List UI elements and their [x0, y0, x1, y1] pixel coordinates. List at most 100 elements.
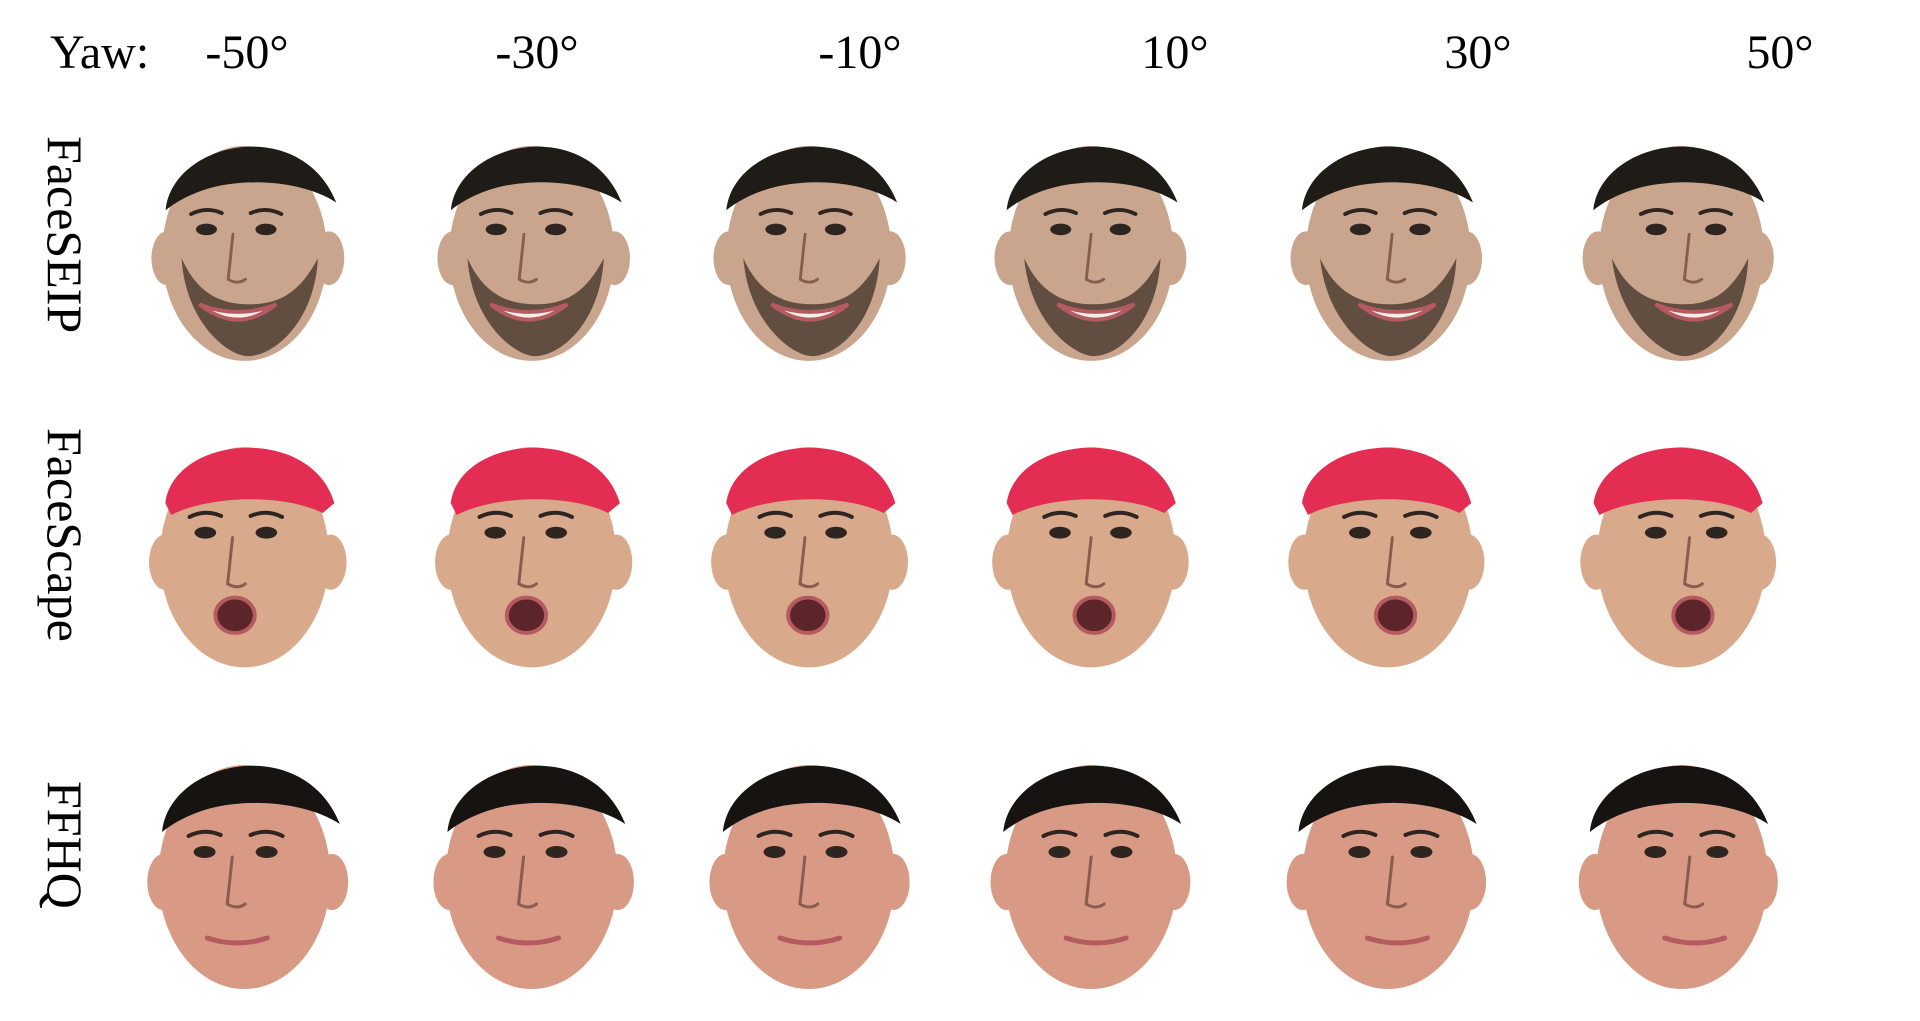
left-ear [1288, 534, 1320, 590]
right-eye [545, 526, 568, 539]
left-eye [1644, 526, 1667, 539]
pink-cap [1593, 447, 1763, 515]
right-ear [315, 534, 347, 590]
right-ear [1745, 854, 1778, 910]
nose [798, 855, 820, 909]
left-eyebrow [1343, 208, 1378, 216]
right-eyebrow [248, 829, 285, 838]
pink-cap [726, 447, 896, 515]
left-ear [711, 534, 743, 590]
beard [1024, 258, 1161, 357]
face-image-row-1-yaw-30 [1270, 95, 1500, 383]
hair [1593, 146, 1765, 211]
open-mouth [1373, 595, 1418, 635]
left-eyebrow [187, 510, 224, 519]
left-ear [1578, 854, 1611, 910]
pink-cap [165, 447, 335, 515]
open-mouth [786, 595, 830, 635]
nose [226, 536, 247, 589]
right-ear [1454, 854, 1487, 910]
row-label-facescape: FaceScape [37, 428, 93, 642]
face-image-row-3-yaw--10 [695, 712, 925, 1012]
yaw-angle-label-minus-30: -30° [495, 26, 579, 79]
face-illustration [149, 447, 347, 668]
right-eyebrow [538, 829, 575, 838]
face-illustration [1288, 447, 1485, 668]
left-ear [1582, 231, 1614, 286]
right-eyebrow [1698, 208, 1733, 216]
right-eyebrow [1699, 829, 1736, 838]
yaw-angle-label-30: 30° [1444, 26, 1512, 79]
right-eyebrow [1102, 208, 1138, 216]
left-ear [151, 231, 183, 286]
left-eyebrow [478, 208, 514, 216]
yaw-angle-label-minus-10: -10° [818, 26, 902, 79]
neutral-mouth [1063, 935, 1129, 946]
face-image-row-1-yaw-50 [1561, 95, 1791, 383]
left-eyebrow [1638, 208, 1674, 216]
face-image-row-2-yaw-10 [975, 395, 1205, 690]
face-illustration [151, 145, 345, 361]
right-eyebrow [248, 208, 284, 216]
face-image-row-1-yaw--10 [695, 95, 925, 383]
face-illustration [435, 447, 633, 668]
hair [1301, 146, 1474, 211]
left-ear [147, 854, 180, 910]
right-ear [600, 534, 633, 590]
left-eye [485, 223, 507, 236]
left-eyebrow [1042, 510, 1078, 519]
right-eye [1410, 526, 1432, 539]
nose [517, 536, 538, 589]
right-eye [255, 526, 278, 539]
face-illustration [437, 145, 630, 361]
left-eye [195, 223, 217, 236]
face-image-row-1-yaw-10 [975, 95, 1205, 383]
nose [798, 536, 820, 589]
right-eye [1706, 846, 1729, 858]
right-ear [313, 231, 345, 286]
left-ear [713, 231, 745, 286]
hair [1589, 765, 1769, 832]
right-ear [1743, 231, 1774, 286]
left-ear [992, 534, 1024, 590]
right-ear [1155, 231, 1187, 286]
right-eye [825, 846, 848, 858]
neutral-mouth [496, 935, 562, 946]
left-eyebrow [1342, 510, 1378, 519]
right-ear [316, 854, 349, 910]
face-illustration [1578, 765, 1778, 989]
face-illustration [713, 145, 906, 361]
right-eye [255, 846, 278, 858]
left-ear [994, 231, 1026, 286]
row-label-ffhq: FFHQ [37, 781, 93, 909]
nose [1385, 232, 1407, 284]
beard [743, 258, 880, 357]
left-eyebrow [1637, 829, 1674, 838]
right-ear [1452, 534, 1485, 590]
face-skin [445, 765, 618, 989]
right-ear [1158, 854, 1191, 910]
face-skin [1302, 765, 1475, 989]
left-ear [1290, 231, 1322, 286]
hair [726, 146, 898, 211]
left-eye [1048, 846, 1071, 858]
pink-cap [1302, 447, 1472, 515]
face-skin [158, 765, 331, 989]
face-illustration [1582, 145, 1774, 361]
right-eye [1110, 526, 1132, 539]
left-eyebrow [1341, 829, 1378, 838]
right-eyebrow [1402, 208, 1438, 216]
left-eyebrow [758, 208, 794, 216]
right-eye [825, 526, 847, 539]
face-image-row-3-yaw-30 [1270, 712, 1500, 1012]
right-ear [1451, 231, 1483, 286]
hair [162, 765, 340, 832]
left-ear [990, 854, 1023, 910]
left-eye [763, 846, 786, 858]
face-illustration [1286, 765, 1487, 989]
right-eye [824, 223, 847, 236]
left-eyebrow [186, 829, 223, 838]
right-eye [1110, 846, 1133, 858]
right-eyebrow [818, 208, 853, 216]
face-image-row-3-yaw--30 [420, 712, 650, 1012]
